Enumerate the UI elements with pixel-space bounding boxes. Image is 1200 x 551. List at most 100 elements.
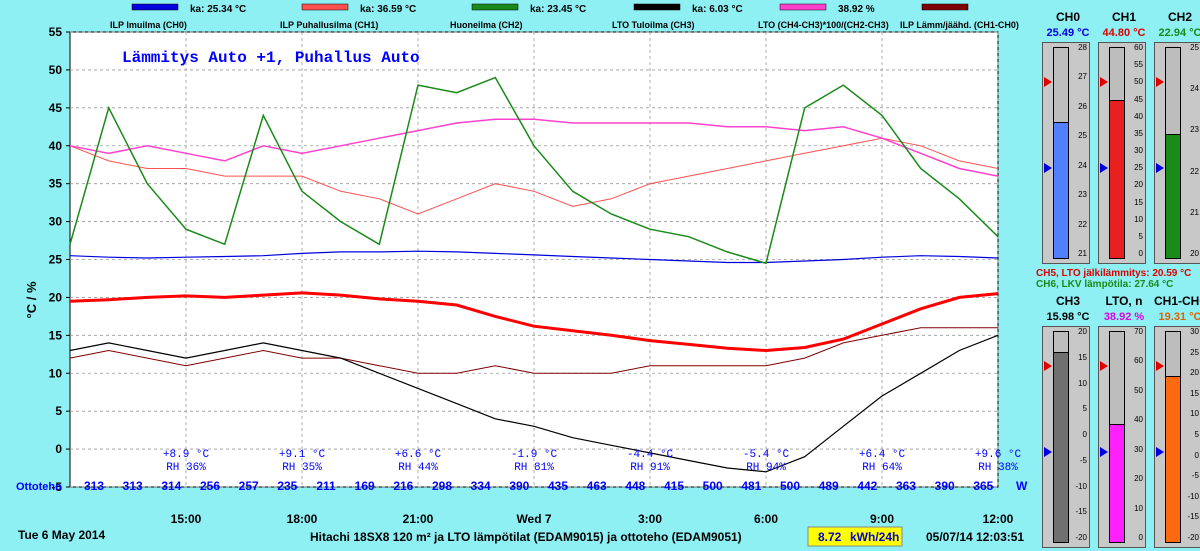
gauge-tick-label: 30 [1134,444,1143,454]
max-marker-icon [1100,361,1108,371]
gauge-tick-label: 0 [1194,450,1199,460]
gauge-scale: 20 15 10 5 0 -5 -10 -15 -20 [1069,328,1087,542]
gauge-tick-label: 21 [1078,249,1087,258]
gauge-frame: 28 27 26 25 24 23 22 21 [1042,42,1090,264]
y-tick-label: 40 [49,139,63,153]
gauge-tick-label: 10 [1134,214,1143,224]
gauge-tick-label: 0 [1138,249,1143,258]
y-tick-label: 5 [55,404,62,418]
gauge-fill [1054,122,1068,258]
outdoor-rh: RH 81% [514,462,554,474]
ottoteho-unit: W [1016,479,1028,493]
ottoteho-row: Ottoteho 313 313 314 256 257 235 211 169 216 298 33… [16,479,1028,493]
gauge-title: CH1-CH0 [1154,294,1200,308]
gauge-fill [1054,352,1068,542]
ottoteho-value: 313 [123,479,143,493]
legend-avg: ka: 23.45 °C [530,4,586,15]
gauge-tick-label: 25 [1078,131,1087,141]
outdoor-rh: RH 35% [282,462,322,474]
y-tick-label: 20 [49,290,63,304]
y-tick-label: 55 [49,25,63,39]
gauge-frame: 30 25 20 15 10 5 0 -5 -10 -15 -20 [1154,326,1200,548]
series-line-ch1 [69,137,999,215]
legend-avg: ka: 25.34 °C [190,4,246,15]
y-tick-label: 15 [49,328,63,342]
gauge-tick-label: 28 [1078,43,1087,52]
gauge-panel: CH0 25.49 °C 28 27 26 25 24 23 22 21 CH1 44.80 °C 60… [1034,0,1200,551]
gauge-tick-label: 20 [1134,474,1143,484]
gauge-track [1053,331,1069,543]
max-marker-icon [1044,77,1052,87]
gauge-tick-label: 24 [1190,84,1199,94]
ottoteho-value: 448 [625,479,645,493]
legend-avg: ka: 36.59 °C [360,4,416,15]
ottoteho-value: 365 [973,479,993,493]
series-line-thick_red [69,291,999,353]
gauge-tick-label: 21 [1190,207,1199,217]
ottoteho-value: 298 [432,479,452,493]
x-tick-label: 12:00 [983,512,1014,526]
gauge-tick-label: 60 [1134,43,1143,52]
ottoteho-value: 442 [857,479,877,493]
gauge-value: 25.49 °C [1046,27,1090,39]
gauge-tick-label: 5 [1082,404,1087,414]
gauge-value: 38.92 % [1103,311,1145,323]
legend-avg: 38.92 % [838,4,875,15]
outdoor-annotations: +8.9 °CRH 36% +9.1 °CRH 35% +6.6 °CRH 44% -… [163,449,1022,474]
gauge-title: CH3 [1055,294,1080,308]
gauge-tick-label: 50 [1134,385,1143,395]
series-line-ch0 [69,250,999,264]
y-axis-label: °C / % [24,281,39,318]
min-marker-icon [1156,447,1164,457]
ottoteho-value: 314 [161,479,181,493]
ottoteho-value: 216 [393,479,413,493]
y-tick-label: 0 [55,442,62,456]
min-marker-icon [1156,163,1164,173]
gauge-scale: 28 27 26 25 24 23 22 21 [1069,43,1087,258]
y-tick-label: 45 [49,101,63,115]
legend-name: ILP Puhallusilma (CH1) [280,20,378,30]
y-tick-label: 30 [49,215,63,229]
outdoor-rh: RH 91% [630,462,670,474]
legend-swatch [921,3,969,11]
gauge-fill [1110,424,1124,542]
gauge-tick-label: 35 [1134,128,1143,138]
ottoteho-value: 481 [741,479,761,493]
ottoteho-value: 500 [703,479,723,493]
gauge-track [1109,47,1125,259]
gauge-tick-label: 60 [1134,356,1143,366]
ottoteho-value: 235 [277,479,297,493]
series-line-ch3 [69,334,999,473]
ottoteho-value: 435 [548,479,568,493]
gauge-tick-label: -5 [1079,455,1087,465]
series-line-ch2 [69,76,999,265]
ottoteho-value: 390 [509,479,529,493]
gauge-tick-label: 30 [1134,146,1143,155]
gauge-title: CH1 [1111,10,1136,24]
legend-name: LTO Tuloilma (CH3) [612,20,695,30]
ottoteho-value: 211 [316,479,336,493]
gauge-fill [1110,100,1124,258]
gauge-value: 19.31 °C [1158,311,1200,323]
gauge-tick-label: 22 [1078,219,1087,229]
min-marker-icon [1044,447,1052,457]
ottoteho-value: 334 [471,479,491,493]
gauge-tick-label: -10 [1187,491,1199,501]
y-tick-label: -5 [51,480,62,494]
legend-name: Huoneilma (CH2) [450,20,523,30]
legend-swatch [471,3,519,11]
series-line-lto [69,118,999,177]
ottoteho-value: 390 [935,479,955,493]
gauge-tick-label: 40 [1134,415,1143,425]
x-tick-label: Wed 7 [516,512,551,526]
outdoor-temp: +6.4 °C [859,449,906,461]
legend-swatch [131,3,179,11]
gauge-title: CH2 [1167,10,1192,24]
gauge-tick-label: 15 [1190,388,1199,398]
gauge-tick-label: -20 [1075,533,1087,542]
gauge-value: 15.98 °C [1046,311,1090,323]
gauge-tick-label: 25 [1134,163,1143,173]
min-marker-icon [1100,447,1108,457]
